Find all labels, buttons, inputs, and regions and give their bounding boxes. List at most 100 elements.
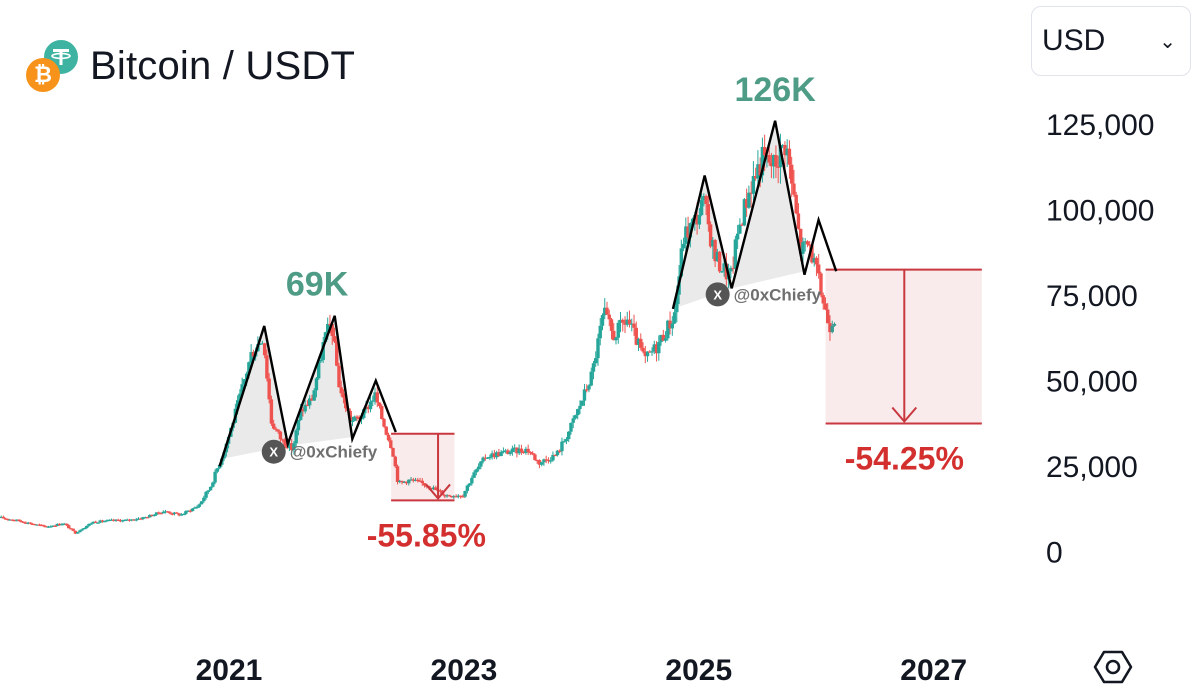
candle	[497, 448, 501, 458]
candle-body	[344, 397, 348, 409]
candle	[267, 373, 271, 404]
candle	[636, 337, 641, 352]
candle	[134, 518, 138, 522]
candle	[544, 455, 548, 464]
candle-body	[177, 513, 181, 516]
candle	[812, 253, 816, 267]
candle-body	[105, 520, 109, 522]
candle	[39, 524, 44, 527]
candle-body	[134, 519, 138, 521]
candle	[366, 405, 370, 414]
candle-body	[213, 471, 217, 483]
candle	[576, 408, 580, 420]
candle-body	[91, 521, 96, 524]
candle	[445, 494, 449, 498]
candle	[53, 524, 57, 527]
candle-body	[384, 426, 388, 435]
candle-body	[729, 267, 733, 272]
candle	[580, 400, 584, 407]
candle	[753, 167, 758, 181]
candle	[105, 519, 109, 522]
candle-body	[810, 245, 814, 263]
candle-body	[206, 490, 211, 492]
candle-body	[235, 400, 240, 409]
candle-body	[208, 486, 213, 491]
candle-body	[542, 459, 546, 463]
candle-body	[353, 416, 357, 421]
candle	[368, 396, 373, 413]
candle	[596, 333, 600, 366]
peak-label: 69K	[286, 266, 349, 304]
candle-body	[625, 319, 629, 325]
candle-body	[112, 519, 116, 521]
candle-body	[645, 351, 650, 357]
candle	[537, 459, 542, 469]
candle	[643, 345, 647, 364]
candle	[747, 185, 751, 210]
candle	[377, 402, 382, 409]
candle-body	[416, 479, 420, 482]
candle	[172, 511, 177, 516]
candle	[141, 516, 145, 521]
candle-body	[166, 511, 170, 513]
candle-body	[443, 495, 447, 497]
candle-body	[652, 344, 656, 352]
candle-body	[179, 514, 184, 516]
candle	[269, 395, 274, 426]
candle	[287, 441, 292, 452]
candle-body	[681, 243, 686, 249]
candle-body	[114, 519, 118, 521]
candle-body	[456, 495, 461, 497]
candle-body	[557, 450, 562, 452]
candle-body	[499, 452, 503, 457]
candle-body	[87, 523, 91, 526]
candle-body	[769, 162, 774, 167]
candle-body	[413, 479, 418, 482]
candle	[553, 454, 557, 457]
candle	[533, 453, 537, 461]
candle	[37, 523, 42, 526]
candle	[666, 319, 670, 341]
candle-body	[321, 342, 325, 360]
candle	[202, 495, 206, 503]
candle	[654, 341, 659, 362]
candle	[776, 155, 780, 184]
candle-body	[461, 496, 465, 498]
candle-body	[274, 428, 278, 430]
candle-body	[289, 443, 294, 451]
currency-select[interactable]: USD ⌄	[1031, 6, 1191, 76]
candle	[384, 426, 388, 436]
candle-body	[697, 215, 702, 225]
candle-body	[792, 183, 796, 195]
candle	[42, 524, 46, 528]
candle-body	[258, 343, 262, 345]
candle	[215, 468, 220, 474]
candle	[89, 522, 93, 525]
candle-body	[78, 530, 82, 533]
candle	[211, 481, 215, 488]
candle	[283, 437, 287, 450]
candle-body	[375, 392, 379, 403]
candle-body	[12, 520, 17, 522]
candle	[506, 448, 510, 455]
candle	[627, 310, 632, 328]
candle-body	[330, 324, 334, 337]
candle-body	[740, 224, 744, 226]
candle	[603, 298, 607, 320]
candle	[494, 450, 499, 460]
candle	[503, 448, 508, 454]
candle-body	[749, 192, 753, 194]
x-tick-label: 2025	[665, 654, 732, 687]
candle	[127, 519, 132, 522]
candle-body	[355, 416, 359, 418]
candle	[373, 387, 377, 405]
settings-button[interactable]	[1090, 644, 1136, 690]
candle	[625, 311, 629, 327]
candle-body	[661, 334, 666, 341]
candle-body	[481, 457, 485, 462]
candle-body	[742, 199, 747, 226]
candle	[524, 446, 528, 455]
candle-body	[154, 512, 159, 515]
candle	[785, 139, 789, 168]
